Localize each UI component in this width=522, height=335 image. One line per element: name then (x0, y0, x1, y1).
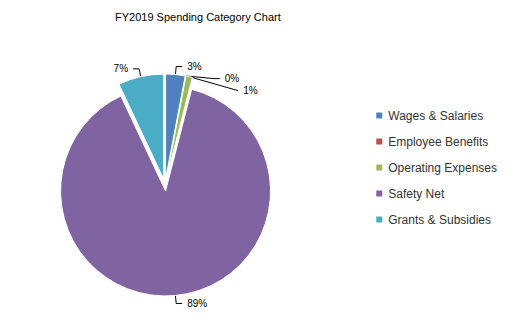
svg-text:89%: 89% (187, 298, 207, 309)
svg-text:3%: 3% (187, 61, 202, 72)
svg-text:Wages & Salaries: Wages & Salaries (388, 109, 483, 123)
svg-text:7%: 7% (114, 63, 129, 74)
svg-text:FY2019 Spending Category Chart: FY2019 Spending Category Chart (115, 11, 281, 23)
svg-text:Grants & Subsidies: Grants & Subsidies (388, 213, 491, 227)
svg-text:Operating Expenses: Operating Expenses (388, 161, 497, 175)
svg-text:0%: 0% (225, 73, 240, 84)
svg-text:Safety Net: Safety Net (388, 187, 445, 201)
svg-text:Employee Benefits: Employee Benefits (388, 135, 488, 149)
svg-text:1%: 1% (243, 85, 258, 96)
